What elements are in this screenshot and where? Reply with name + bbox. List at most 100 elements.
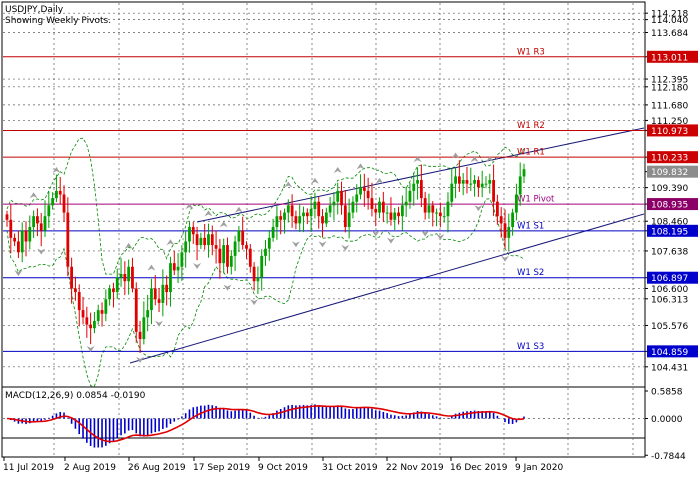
price-label-3: 113.011 (651, 53, 688, 63)
candle-body-67 (260, 255, 264, 278)
price-label-13: 108.460 (651, 218, 688, 228)
price-label-15: 107.638 (651, 247, 688, 257)
macd-axis-label-2: -0.7844 (651, 452, 686, 462)
candle-body-64 (248, 248, 252, 267)
candle-body-130 (499, 216, 503, 224)
candle-body-78 (302, 212, 305, 217)
candle-body-89 (343, 205, 347, 228)
price-label-19: 105.576 (651, 322, 688, 332)
candle-body-59 (229, 255, 233, 267)
price-label-7: 111.250 (651, 117, 688, 127)
candle-body-136 (522, 169, 526, 177)
price-label-1: 114.040 (651, 16, 688, 26)
price-label-8: 110.973 (651, 127, 688, 137)
pivot-label-0: W1 R3 (517, 47, 545, 57)
fractal-up-13 (52, 167, 61, 174)
candle-body-50 (195, 234, 199, 246)
candle-body-111 (427, 205, 431, 213)
candle-body-53 (207, 234, 210, 246)
candle-body-23 (93, 320, 96, 329)
candle-body-109 (419, 180, 423, 199)
candle-body-105 (404, 201, 408, 206)
price-label-0: 114.218 (651, 10, 688, 20)
pivot-label-6: W1 S3 (517, 342, 544, 352)
candle-body-131 (503, 223, 507, 238)
fractal-up-53 (204, 210, 213, 217)
candles-layer (5, 160, 526, 353)
fractal-up-57 (219, 221, 228, 228)
candle-body-80 (309, 208, 313, 217)
candle-body-7 (32, 216, 36, 228)
symbol-title: USDJPY,Daily (5, 5, 64, 15)
candle-body-8 (36, 216, 39, 224)
candle-body-30 (119, 273, 123, 278)
fractal-down-22 (86, 346, 95, 353)
candle-body-122 (469, 183, 473, 185)
candle-body-86 (332, 201, 336, 206)
price-label-box-12 (647, 198, 698, 211)
pivot-subtitle: Showing Weekly Pivots. (5, 16, 111, 26)
fractal-up-61 (234, 206, 243, 213)
candle-body-124 (476, 180, 480, 188)
candle-body-112 (431, 205, 435, 213)
candle-body-34 (134, 288, 138, 332)
macd-axis-label-1: 0.0000 (651, 415, 683, 425)
candle-body-14 (58, 190, 62, 195)
candle-body-4 (20, 230, 24, 253)
candle-body-48 (188, 227, 191, 242)
candle-body-135 (518, 176, 522, 195)
candle-body-47 (184, 241, 188, 253)
candle-body-41 (161, 284, 165, 303)
candle-body-69 (267, 237, 271, 249)
candle-body-1 (9, 219, 13, 238)
candle-body-133 (511, 212, 514, 228)
candle-body-93 (359, 187, 362, 195)
candle-body-94 (362, 187, 366, 191)
candle-body-123 (473, 180, 476, 184)
pivot-lines-layer: W1 R3 W1 R2 W1 R1 W1 Pivot W1 S1 W1 S2 W1 S3 (3, 47, 645, 352)
candle-body-115 (442, 216, 446, 218)
time-label-2: 26 Aug 2019 (128, 463, 186, 473)
grid-layer (3, 3, 645, 456)
candle-body-107 (412, 183, 416, 191)
price-label-box-3 (647, 50, 698, 63)
candle-body-96 (370, 198, 374, 209)
candle-body-66 (256, 277, 260, 282)
fractal-down-110 (421, 230, 430, 237)
candle-body-3 (17, 241, 20, 253)
channel-upper-line (196, 127, 645, 223)
candle-body-19 (77, 292, 81, 311)
fractal-down-40 (155, 320, 164, 327)
price-label-21: 104.431 (651, 363, 688, 373)
candle-body-2 (13, 237, 17, 242)
candle-body-43 (169, 263, 172, 293)
envelope-upper (6, 137, 525, 275)
candle-body-11 (47, 205, 51, 217)
candle-body-72 (279, 216, 283, 220)
fractal-down-131 (500, 255, 509, 262)
candle-body-26 (104, 299, 108, 314)
candle-body-0 (5, 214, 9, 220)
fractal-up-93 (356, 163, 365, 170)
candle-body-70 (271, 227, 275, 238)
candle-body-37 (146, 310, 150, 318)
fractal-up-123 (470, 156, 479, 163)
candle-body-29 (115, 277, 119, 293)
pivot-label-1: W1 R2 (517, 121, 545, 131)
fractal-down-58 (223, 284, 232, 291)
candle-body-65 (252, 266, 256, 282)
price-label-17: 106.600 (651, 285, 688, 295)
price-label-4: 112.395 (651, 76, 688, 86)
candle-body-42 (165, 284, 169, 293)
pivot-label-3: W1 Pivot (517, 195, 555, 205)
time-label-0: 11 Jul 2019 (3, 463, 54, 473)
candle-body-38 (150, 288, 153, 311)
time-axis: 11 Jul 2019 2 Aug 2019 26 Aug 2019 17 Sep 2… (3, 457, 563, 473)
time-label-4: 9 Oct 2019 (258, 463, 308, 473)
candle-body-21 (85, 317, 89, 325)
candle-body-60 (233, 241, 237, 256)
candle-body-62 (241, 230, 245, 246)
candle-body-49 (191, 227, 195, 235)
